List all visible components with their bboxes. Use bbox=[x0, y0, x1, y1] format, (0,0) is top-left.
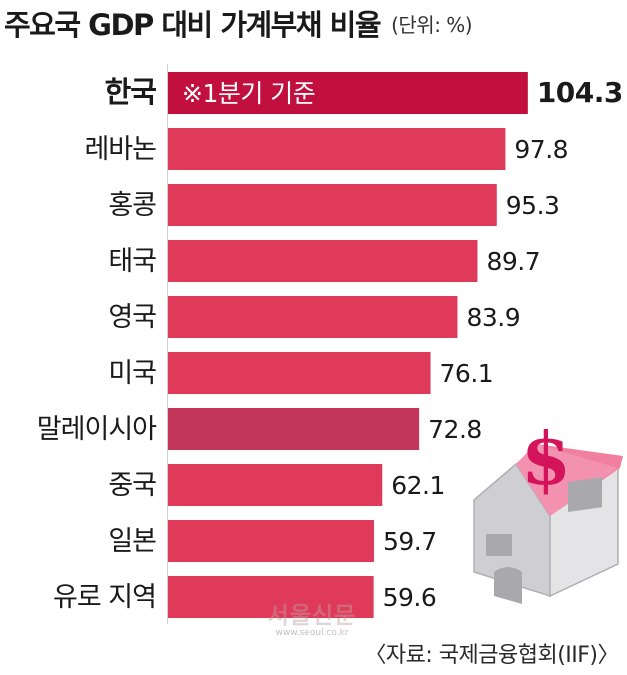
category-label-5: 미국 bbox=[108, 358, 156, 389]
svg-text:$: $ bbox=[521, 416, 571, 501]
highlight-note: ※1분기 기준 bbox=[182, 79, 315, 108]
bar-7 bbox=[168, 464, 383, 506]
bar-6 bbox=[168, 408, 420, 450]
bar-2 bbox=[168, 184, 497, 226]
bar-0 bbox=[168, 72, 528, 114]
value-label-4: 83.9 bbox=[466, 303, 520, 332]
bar-8 bbox=[168, 520, 374, 562]
category-label-7: 중국 bbox=[108, 470, 156, 501]
category-label-1: 레바논 bbox=[84, 134, 156, 165]
category-axis-line bbox=[167, 64, 168, 624]
chart-header: 주요국 GDP 대비 가계부채 비율 (단위: %) bbox=[4, 2, 624, 46]
bar-9 bbox=[168, 576, 374, 618]
house-with-dollar-sign-icon: $ bbox=[468, 404, 627, 604]
value-label-8: 59.7 bbox=[383, 527, 437, 556]
value-label-3: 89.7 bbox=[486, 247, 540, 276]
value-label-5: 76.1 bbox=[440, 359, 494, 388]
category-label-3: 태국 bbox=[108, 246, 156, 277]
unit-label: (단위: %) bbox=[391, 12, 473, 37]
category-label-9: 유로 지역 bbox=[53, 582, 156, 613]
value-label-7: 62.1 bbox=[391, 471, 445, 500]
value-label-2: 95.3 bbox=[506, 191, 560, 220]
category-label-6: 말레이시아 bbox=[37, 414, 157, 445]
category-label-2: 홍콩 bbox=[108, 190, 156, 221]
bar-4 bbox=[168, 296, 458, 338]
source-note: 〈자료: 국제금융협회(IIF)〉 bbox=[364, 643, 619, 668]
category-label-4: 영국 bbox=[108, 302, 156, 333]
bar-1 bbox=[168, 128, 506, 170]
value-label-0: 104.3 bbox=[537, 76, 623, 109]
bar-5 bbox=[168, 352, 431, 394]
bar-3 bbox=[168, 240, 478, 282]
value-label-9: 59.6 bbox=[383, 583, 437, 612]
value-label-6: 72.8 bbox=[428, 415, 482, 444]
category-label-0: 한국 bbox=[105, 75, 157, 109]
value-label-1: 97.8 bbox=[514, 135, 568, 164]
category-label-8: 일본 bbox=[108, 526, 156, 557]
chart-title: 주요국 GDP 대비 가계부채 비율 bbox=[4, 8, 382, 42]
